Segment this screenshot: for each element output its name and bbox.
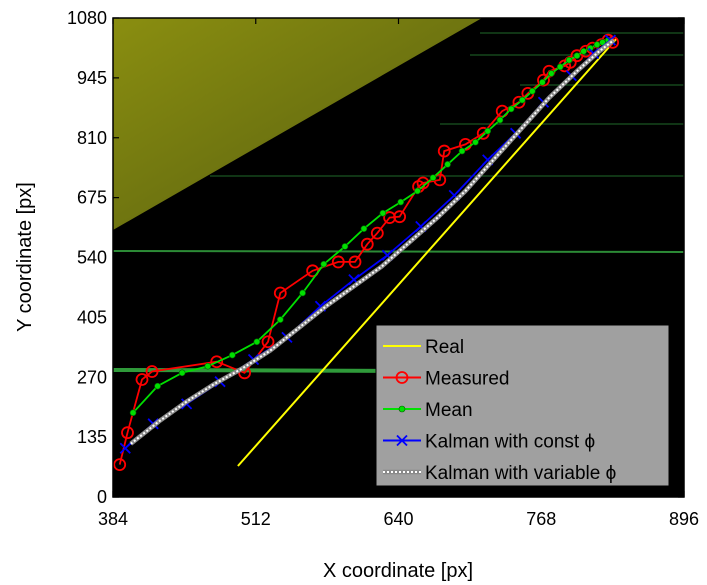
legend-kalman-with-const-label: Kalman with const ϕ [425, 432, 595, 453]
series-measured-point [210, 355, 224, 369]
series-mean-point [580, 47, 587, 55]
series-measured-point [437, 144, 451, 158]
legend-kalman-with-const-point [396, 434, 408, 447]
x-tick-label: 384 [98, 509, 128, 529]
y-tick-label: 540 [77, 248, 107, 268]
series-mean-point [414, 187, 421, 195]
series-measured-point [416, 176, 430, 190]
legend-measured: Measured [383, 369, 510, 390]
x-axis-title: X coordinate [px] [323, 560, 473, 582]
series-real-line [237, 37, 618, 467]
series-mean [129, 36, 612, 417]
legend-measured-point [395, 371, 409, 384]
series-mean-point [379, 209, 387, 217]
legend-kalman-with-const: Kalman with const ϕ [383, 432, 595, 453]
series-measured-point [348, 255, 362, 269]
series-mean-point [507, 105, 515, 113]
legend: Real Measured Mean Kalman with const ϕ Kalma… [375, 324, 670, 487]
series-measured-point [145, 365, 159, 378]
series-mean-point [458, 147, 466, 155]
series-measured-point [370, 226, 384, 240]
legend-kalman-with-variable-label: Kalman with variable ϕ [425, 463, 616, 484]
series-mean-point [565, 56, 573, 64]
series-layer [113, 33, 620, 472]
legend-mean-label: Mean [425, 400, 473, 421]
series-mean-point [204, 362, 212, 370]
series-measured-point [360, 237, 374, 251]
sky-wedge [113, 18, 482, 230]
series-mean-point [360, 225, 368, 232]
y-tick-label: 810 [77, 128, 107, 148]
series-measured-point [121, 426, 134, 440]
series-mean-point [129, 409, 137, 417]
legend-real-label: Real [425, 337, 464, 358]
series-kalman-with-const-point [119, 442, 131, 454]
series-mean-point [539, 79, 546, 86]
series-mean-point [573, 52, 581, 59]
series-mean-point [518, 96, 526, 104]
series-mean-point [320, 260, 328, 268]
series-mean-point [154, 382, 161, 390]
series-measured-point [261, 335, 275, 349]
series-mean-point [276, 316, 284, 323]
x-tick-label: 512 [241, 509, 271, 529]
series-mean-point [472, 138, 479, 146]
legend-entries: Real Measured Mean Kalman with const ϕ Kalma… [383, 337, 616, 484]
y-tick-label: 945 [77, 68, 107, 88]
series-real [237, 37, 618, 467]
x-tick-label: 768 [526, 509, 556, 529]
series-measured-point [273, 286, 287, 300]
series-measured-point [135, 373, 149, 386]
x-tick-label: 896 [669, 509, 699, 529]
series-mean-point [556, 63, 564, 71]
legend-kalman-with-variable: Kalman with variable ϕ [383, 463, 616, 484]
series-mean-point [341, 243, 349, 250]
axes-layer: 384 512 640 768 896 0 135 270 405 540 675 810 945 108… [67, 8, 699, 529]
legend-real: Real [383, 337, 464, 358]
series-kalman-with-variable-line [130, 39, 615, 445]
series-measured-point [393, 210, 407, 224]
legend-box [375, 324, 670, 487]
y-axis-title: Y coordinate [px] [14, 182, 36, 332]
series-mean-point [547, 70, 555, 77]
series-mean-point [253, 338, 261, 346]
legend-mean: Mean [383, 400, 473, 421]
series-measured-point [331, 255, 345, 269]
y-tick-label: 135 [77, 427, 107, 447]
y-tick-label: 270 [77, 367, 107, 387]
series-mean-point [429, 174, 437, 181]
series-kalman-with-variable [129, 38, 616, 446]
series-mean-point [178, 369, 186, 377]
series-mean-point [229, 351, 236, 359]
series-mean-point [299, 289, 306, 297]
y-tick-label: 0 [97, 487, 107, 507]
series-mean-point [593, 41, 601, 48]
y-tick-label: 675 [77, 188, 107, 208]
y-tick-label: 1080 [67, 8, 107, 28]
x-tick-label: 640 [383, 509, 413, 529]
series-measured-point [113, 458, 127, 472]
series-mean-point [484, 127, 492, 135]
legend-measured-label: Measured [425, 369, 510, 390]
series-mean-point [496, 116, 504, 124]
series-measured-point [537, 73, 550, 87]
legend-mean-point [398, 405, 406, 413]
y-tick-label: 405 [77, 307, 107, 327]
series-mean-point [529, 87, 536, 95]
series-mean-point [397, 198, 405, 206]
series-mean-point [444, 161, 451, 168]
